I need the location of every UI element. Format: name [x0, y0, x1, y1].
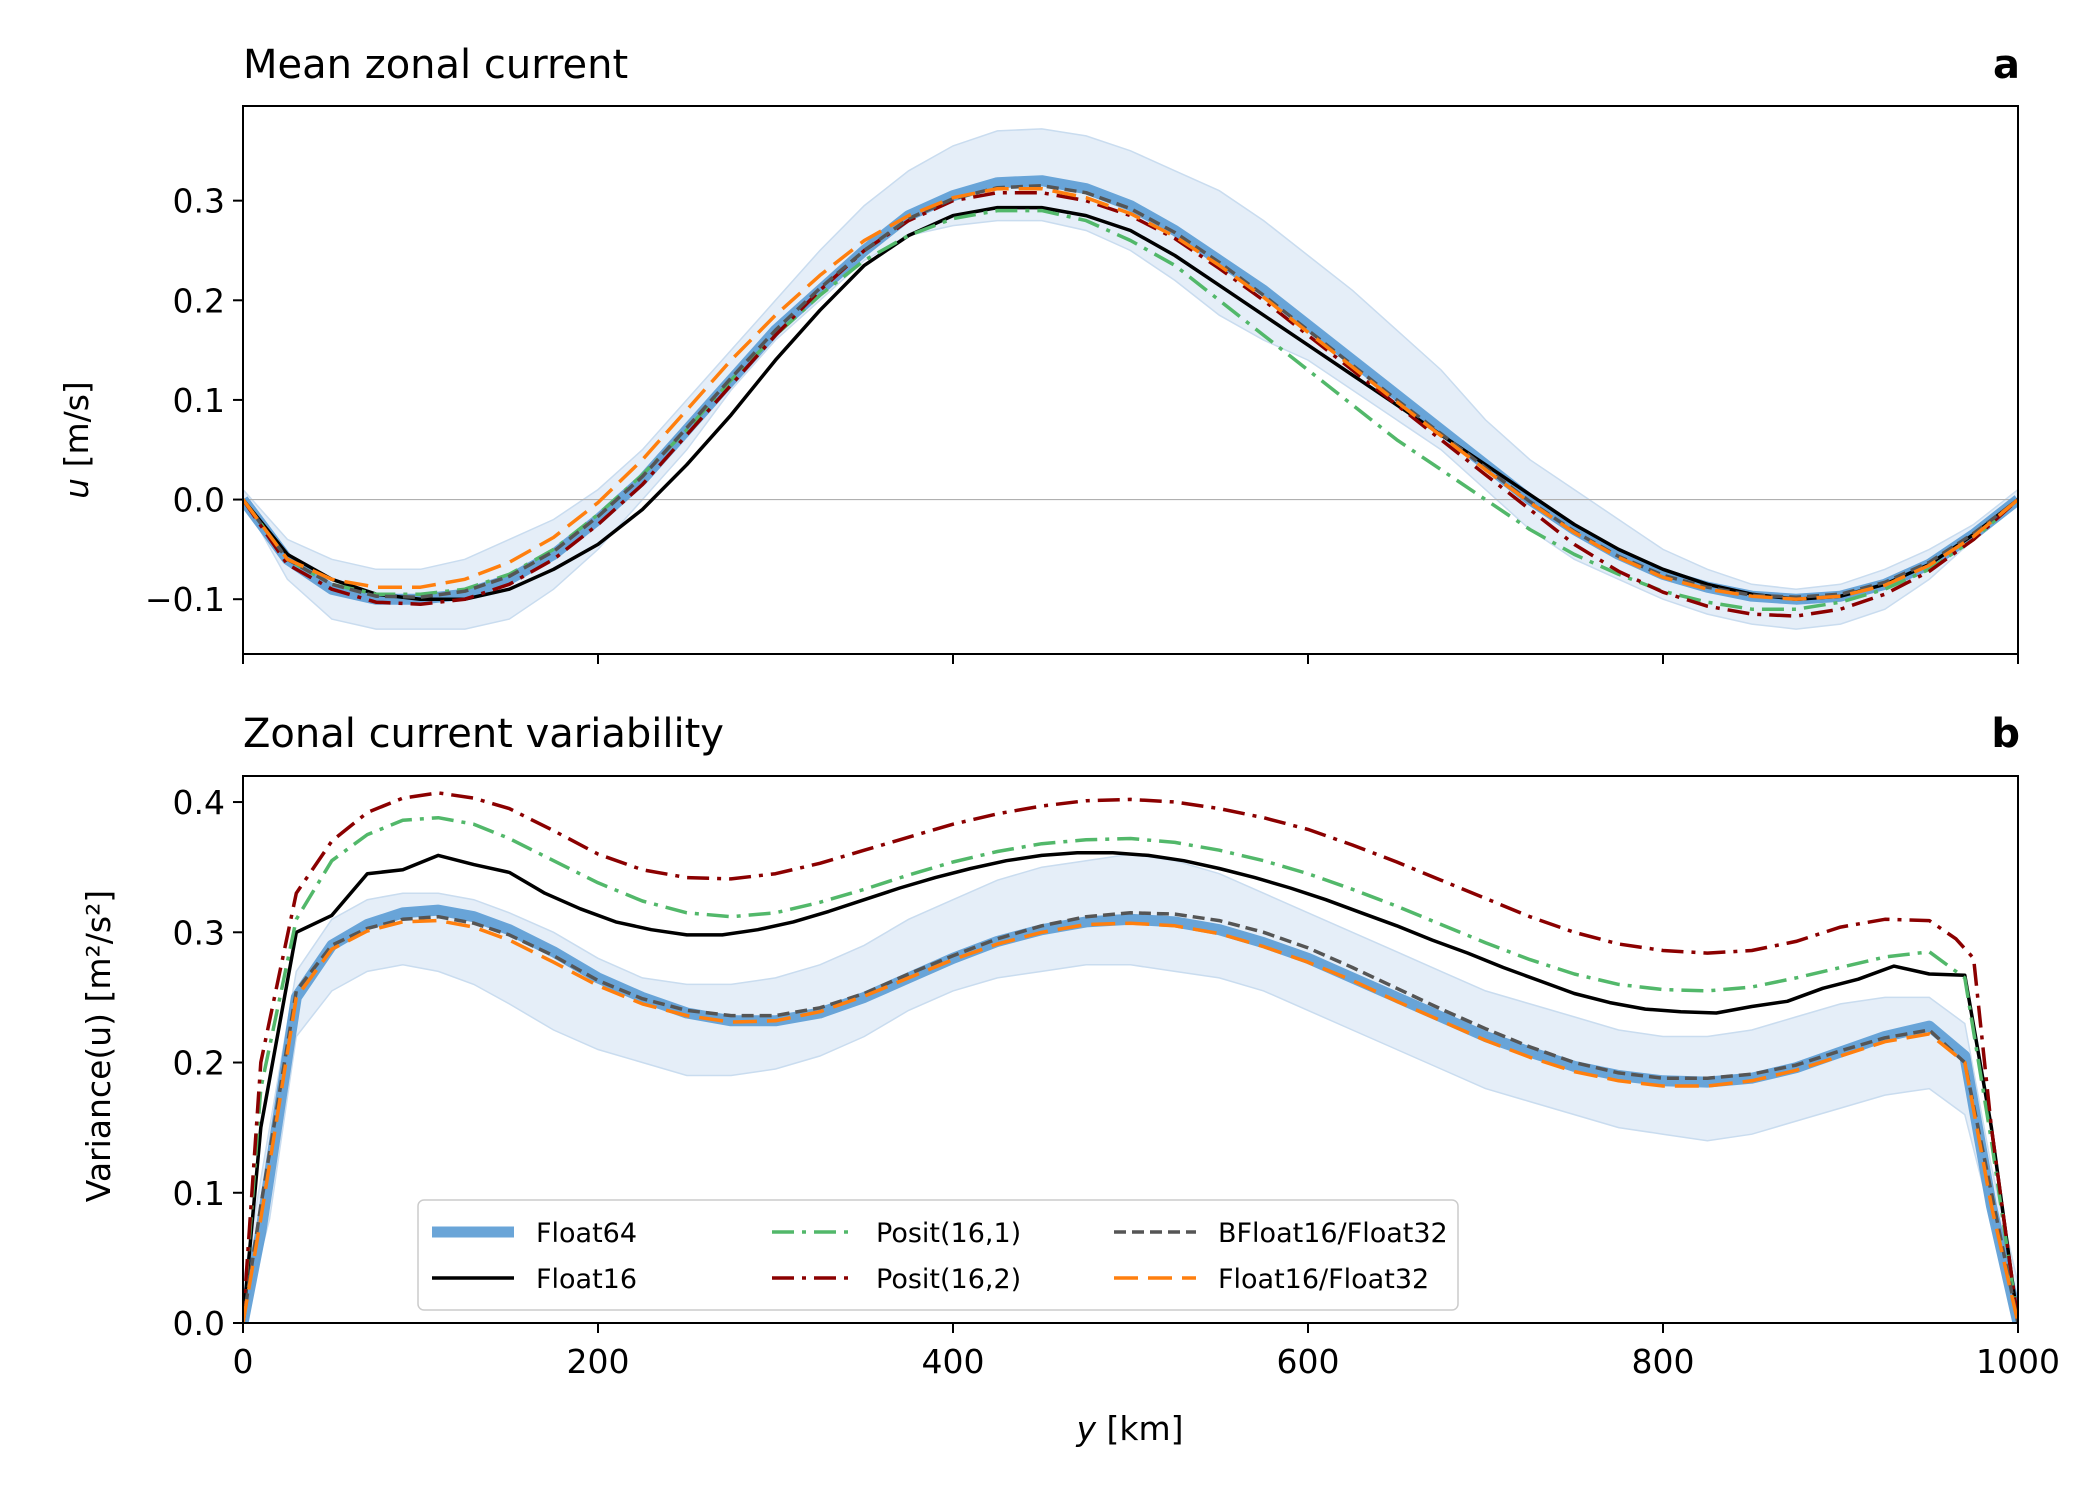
- panel-b-xtick-label: 0: [233, 1342, 254, 1381]
- panel-a-ylabel: u [m/s]: [57, 381, 96, 499]
- panel-b-ylabel: Variance(u) [m²/s²]: [79, 890, 118, 1202]
- panel-a-frame: [242, 105, 2019, 655]
- panel-b-label: b: [1991, 711, 2020, 757]
- panel-b-title: Zonal current variability: [243, 711, 724, 757]
- legend-label-posit162: Posit(16,2): [876, 1264, 1021, 1295]
- panel-a-ticks: −0.1 0.0 0.1 0.2 0.3: [145, 182, 2019, 664]
- panel-b-series-posit162: [243, 791, 2018, 1323]
- legend-item-bf16: BFloat16/Float32: [1114, 1218, 1448, 1249]
- panel-b-xtick-label: 800: [1632, 1342, 1695, 1381]
- panel-a-spread-band: [243, 128, 2018, 630]
- legend: Float64 Float16 Posit(16,1) Posit(16,2) BFlo…: [417, 1199, 1459, 1311]
- panel-b-xtick-label: 200: [567, 1342, 630, 1381]
- panel-a-series-f16f32: [243, 186, 2018, 601]
- panel-a-label: a: [1993, 42, 2020, 88]
- panel-b-xlabel: y [km]: [1075, 1409, 1183, 1448]
- panel-b-ytick-label: 0.2: [173, 1044, 225, 1083]
- panel-a-mean-zonal-current: Mean zonal current a −0.1 0.0 0.1 0.2 0.3 u …: [57, 42, 2020, 664]
- panel-b-xtick-label: 1000: [1976, 1342, 2060, 1381]
- panel-a-ytick-label: 0.3: [173, 182, 225, 221]
- legend-item-float16: Float16: [432, 1264, 637, 1295]
- panel-b-ticks: 0 200 400 600 800 1000 0.0 0.1 0.2 0.3 0.4: [173, 783, 2060, 1381]
- panel-b-series-float16: [243, 851, 2018, 1323]
- panel-b-ytick-label: 0.0: [173, 1304, 225, 1343]
- legend-label-float64: Float64: [536, 1218, 637, 1249]
- panel-b-spread-band: [243, 853, 2018, 1323]
- legend-item-posit161: Posit(16,1): [772, 1218, 1021, 1249]
- panel-b-series-f16f32: [243, 918, 2018, 1323]
- panel-b-frame: [242, 775, 2019, 1324]
- panel-b-xtick-label: 400: [922, 1342, 985, 1381]
- panel-b-xlabel-unit: [km]: [1096, 1409, 1184, 1448]
- panel-a-series-float16: [243, 205, 2018, 601]
- panel-a-ytick-label: 0.2: [173, 281, 225, 320]
- panel-a-series-lines: [243, 175, 2018, 618]
- panel-a-band-area: [243, 128, 2018, 630]
- legend-item-f16f32: Float16/Float32: [1114, 1264, 1429, 1295]
- panel-a-ylabel-unit: [m/s]: [57, 381, 96, 478]
- legend-label-bf16: BFloat16/Float32: [1218, 1218, 1448, 1249]
- panel-b-band-area: [243, 853, 2018, 1323]
- panel-a-series-posit162: [243, 190, 2018, 618]
- legend-item-float64: Float64: [432, 1218, 637, 1249]
- panel-b-ytick-label: 0.4: [173, 783, 225, 822]
- panel-a-ylabel-var: u: [57, 478, 96, 499]
- panel-b-ytick-label: 0.3: [173, 913, 225, 952]
- panel-a-ytick-label: −0.1: [145, 580, 225, 619]
- panel-b-series-bf16: [243, 911, 2018, 1323]
- panel-b-zonal-current-variability: Zonal current variability b 0 200 400 600 80…: [79, 711, 2060, 1448]
- panel-a-title: Mean zonal current: [243, 42, 628, 88]
- legend-label-posit161: Posit(16,1): [876, 1218, 1021, 1249]
- panel-b-series-float64: [243, 904, 2018, 1323]
- legend-label-float16: Float16: [536, 1264, 637, 1295]
- legend-label-f16f32: Float16/Float32: [1218, 1264, 1429, 1295]
- panel-b-xtick-label: 600: [1277, 1342, 1340, 1381]
- panel-b-series-lines: [243, 791, 2018, 1323]
- legend-box: [417, 1199, 1459, 1311]
- panel-a-ytick-label: 0.1: [173, 381, 225, 420]
- panel-b-series-posit161: [243, 815, 2018, 1323]
- panel-b-ytick-label: 0.1: [173, 1174, 225, 1213]
- panel-a-ytick-label: 0.0: [173, 481, 225, 520]
- panel-b-xlabel-var: y: [1075, 1409, 1096, 1448]
- legend-item-posit162: Posit(16,2): [772, 1264, 1021, 1295]
